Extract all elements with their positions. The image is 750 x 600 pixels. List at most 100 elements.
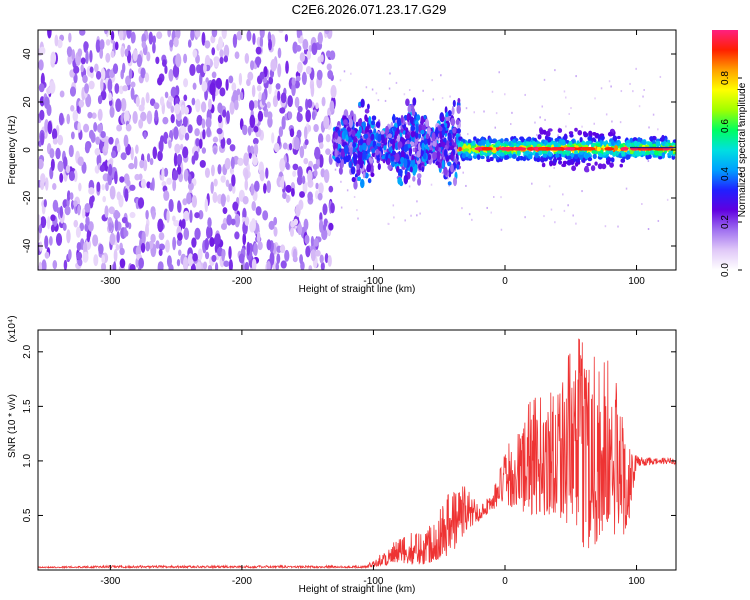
spectrogram-cell [230,156,235,170]
spectrogram-cell [340,180,342,183]
spectrogram-cell [79,30,86,36]
spectrogram-cell [294,96,300,108]
spectrogram-cell [543,78,546,81]
spectrogram-cell [372,165,375,168]
spectrogram-cell [268,82,272,95]
spectrogram-cell [182,146,189,159]
spectrogram-cell [387,133,393,139]
spectrogram-cell [219,56,224,65]
spectrogram-cell [575,75,577,78]
spectrogram-cell [586,162,591,167]
spectrogram-cell [412,176,416,182]
spectrogram-cell [161,59,167,67]
spectrogram-cell [420,115,425,126]
spectrogram-cell [534,121,536,124]
spectrogram-cell [617,141,621,146]
spectrogram-cell [290,187,295,197]
spectrogram-cell [419,212,421,215]
spectrogram-cell [266,180,272,194]
spectrogram-cell [647,228,650,231]
spectrogram-cell [583,166,589,173]
spectrogram-cell [104,205,109,218]
spectrogram-cell [77,258,83,267]
spectrogram-cell [334,148,338,158]
spectrogram-cell [525,141,530,146]
spectrogram-cell [296,129,302,139]
spectrogram-cell [393,216,395,219]
spectrogram-cell [370,133,375,141]
spectrogram-cell [340,206,343,209]
spectrogram-cell [626,150,631,155]
spectrogram-cell [165,239,170,253]
spectrogram-cell [285,184,292,193]
spectrogram-cell [187,124,193,134]
spectrogram-cell [544,118,546,121]
spectrogram-cell [303,126,308,140]
spectrogram-cell [39,96,45,107]
spectrogram-cell [248,100,255,111]
spectrogram-cell [44,235,49,249]
spectrogram-cell [90,195,95,203]
spectrogram-cell [130,81,136,88]
spectrogram-cell [334,132,339,140]
colorbar-tick-label: 0.6 [720,119,731,133]
spectrogram-cell [152,42,156,54]
spectrogram-cell [605,149,611,155]
spectrogram-cell [73,169,78,183]
spectrogram-y-label: Frequency (Hz) [7,116,18,185]
spectrogram-cell [239,91,244,101]
spectrogram-cell [421,124,427,131]
spectrogram-cell [357,118,363,127]
spectrogram-cell [277,90,281,101]
spectrogram-cell [324,253,329,264]
spectrogram-cell [407,143,412,149]
spectrogram-cell [375,148,380,156]
spectrogram-cell [512,139,516,143]
spectrogram-cell [353,113,357,123]
spectrogram-cell [212,136,219,143]
spectrogram-cell [217,36,223,51]
spectrogram-cell [392,113,396,124]
spectrogram-cell [334,168,337,171]
spectrogram-cell [108,92,112,101]
spectrogram-cell [196,114,203,126]
spectrogram-cell [563,90,566,93]
spectrogram-cell [545,130,551,137]
spectrogram-cell [40,132,45,146]
spectrogram-cell [82,74,88,84]
y-tick-label: 40 [22,48,33,60]
spectrogram-cell [633,140,638,147]
colorbar-gradient [712,30,738,270]
spectrogram-cell [495,112,498,115]
spectrogram-cell [568,141,573,146]
spectrogram-cell [285,161,290,170]
spectrogram-cell [362,150,367,160]
spectrogram-cell [232,201,239,212]
spectrogram-cell [301,71,307,85]
spectrogram-cell [328,222,334,231]
spectrogram-cell [201,80,208,92]
spectrogram-cell [220,193,226,207]
spectrogram-cell [553,167,555,170]
spectrogram-cell [195,98,201,113]
spectrogram-cell [263,183,267,194]
spectrogram-cell [330,84,337,99]
spectrogram-cell [388,87,391,90]
spectrogram-cell [326,63,332,71]
spectrogram-cell [174,103,181,115]
spectrogram-cell [138,173,143,181]
spectrogram-cell [183,169,189,182]
spectrogram-cell [360,98,365,108]
spectrogram-cell [130,87,135,100]
spectrogram-cell [51,128,58,141]
spectrogram-cell [255,46,262,55]
spectrogram-cell [410,130,416,138]
spectrogram-cell [243,152,249,167]
spectrogram-cell [439,138,443,144]
spectrogram-cell [98,243,104,255]
spectrogram-cell [129,211,136,219]
spectrogram-cell [84,83,89,94]
spectrogram-cell [457,97,461,104]
spectrogram-cell [448,184,450,187]
spectrogram-cell [187,182,194,191]
